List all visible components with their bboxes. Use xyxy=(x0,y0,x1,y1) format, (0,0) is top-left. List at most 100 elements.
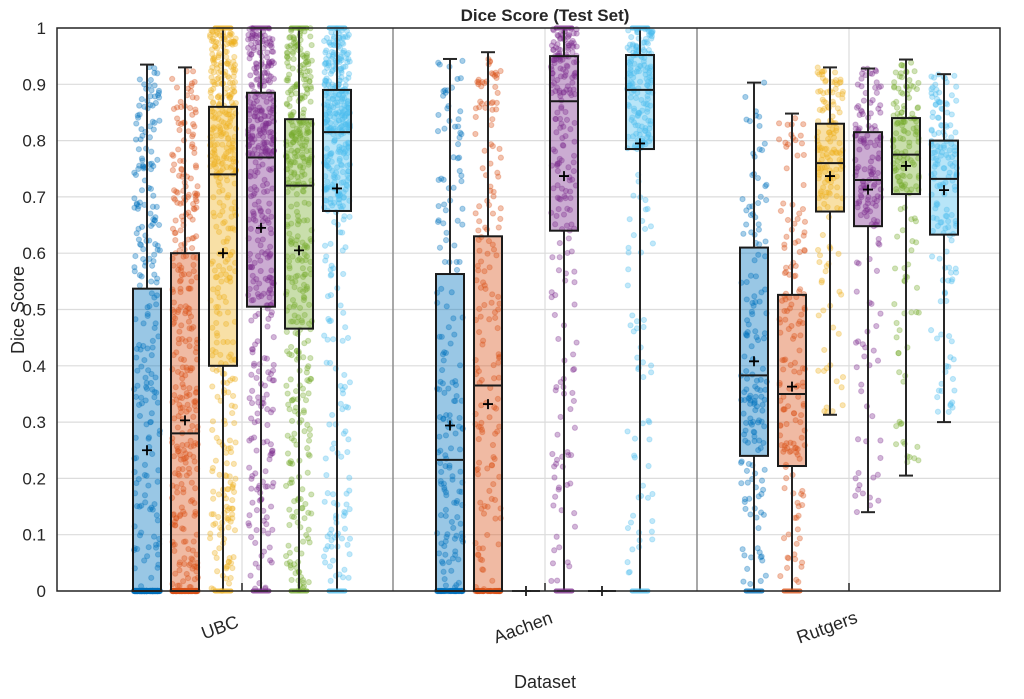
data-point xyxy=(836,288,843,295)
data-point xyxy=(567,405,574,413)
data-point xyxy=(140,320,147,327)
data-point xyxy=(270,361,277,369)
data-point xyxy=(644,494,652,501)
data-point xyxy=(140,163,147,170)
data-point xyxy=(928,327,935,334)
data-point xyxy=(571,523,579,530)
data-point xyxy=(289,513,296,520)
data-point xyxy=(952,129,959,136)
data-point xyxy=(152,374,159,381)
data-point xyxy=(149,344,156,351)
data-point xyxy=(191,402,198,409)
data-point xyxy=(649,490,656,498)
data-point xyxy=(155,87,163,94)
data-point xyxy=(307,354,314,362)
data-point xyxy=(137,136,144,143)
data-point xyxy=(855,486,862,493)
data-point xyxy=(457,75,464,82)
data-point xyxy=(247,572,254,579)
data-point xyxy=(181,455,189,462)
data-point xyxy=(144,310,151,318)
data-point xyxy=(185,406,193,413)
data-point xyxy=(760,511,767,518)
data-point xyxy=(458,172,465,179)
data-point xyxy=(821,346,828,354)
data-point xyxy=(830,101,837,108)
data-point xyxy=(800,181,807,189)
data-point xyxy=(174,368,182,376)
data-point xyxy=(937,298,944,305)
data-point xyxy=(143,379,150,387)
data-point xyxy=(554,41,561,48)
data-point xyxy=(341,525,349,532)
data-point xyxy=(264,406,271,413)
data-point xyxy=(181,560,188,568)
data-point xyxy=(760,486,767,493)
y-tick-label: 0.6 xyxy=(22,244,46,263)
data-point xyxy=(548,577,555,585)
data-point xyxy=(131,264,138,271)
data-point xyxy=(629,512,637,519)
data-point xyxy=(136,412,144,420)
data-point xyxy=(249,83,256,90)
data-point xyxy=(292,387,300,395)
data-point xyxy=(755,493,762,500)
data-point xyxy=(141,356,148,364)
data-point xyxy=(763,181,770,188)
data-point xyxy=(172,570,179,577)
data-point xyxy=(249,499,256,506)
data-point xyxy=(180,538,188,545)
data-point xyxy=(135,114,142,121)
data-point xyxy=(435,176,442,183)
data-point xyxy=(571,424,579,431)
data-point xyxy=(322,559,329,566)
data-point xyxy=(210,69,217,76)
data-point xyxy=(186,343,193,350)
data-point xyxy=(266,375,273,382)
data-point xyxy=(822,268,829,275)
data-point xyxy=(230,460,237,467)
data-point xyxy=(140,165,147,172)
data-point xyxy=(306,539,313,546)
data-point xyxy=(229,375,236,382)
data-point xyxy=(324,533,331,540)
data-point xyxy=(456,134,463,141)
data-point xyxy=(289,65,296,72)
data-point xyxy=(459,57,466,64)
data-point xyxy=(794,499,801,506)
data-point xyxy=(648,29,655,37)
data-point xyxy=(915,309,922,316)
data-point xyxy=(288,417,296,425)
data-point xyxy=(935,129,942,136)
data-point xyxy=(232,439,239,446)
data-point xyxy=(138,502,145,509)
data-point xyxy=(743,116,750,123)
data-point xyxy=(301,340,308,347)
data-point xyxy=(173,84,181,91)
data-point xyxy=(301,54,308,61)
data-point xyxy=(818,279,825,286)
data-point xyxy=(177,277,184,284)
y-tick-label: 0 xyxy=(37,582,46,601)
data-point xyxy=(820,98,828,105)
data-point xyxy=(174,489,181,496)
data-point xyxy=(137,346,144,353)
data-point xyxy=(135,146,142,153)
data-point xyxy=(216,438,223,445)
data-point xyxy=(566,563,573,570)
data-point xyxy=(192,106,199,113)
data-point xyxy=(182,538,189,545)
data-point xyxy=(225,389,232,396)
data-point xyxy=(172,515,180,522)
data-point xyxy=(135,203,142,210)
data-point xyxy=(478,100,486,107)
data-point xyxy=(229,409,236,417)
data-point xyxy=(149,118,156,125)
data-point xyxy=(183,454,190,461)
data-point xyxy=(150,533,158,540)
data-point xyxy=(624,524,632,532)
data-point xyxy=(836,109,843,116)
data-point xyxy=(192,485,199,492)
data-point xyxy=(823,404,830,411)
data-point xyxy=(145,482,152,489)
